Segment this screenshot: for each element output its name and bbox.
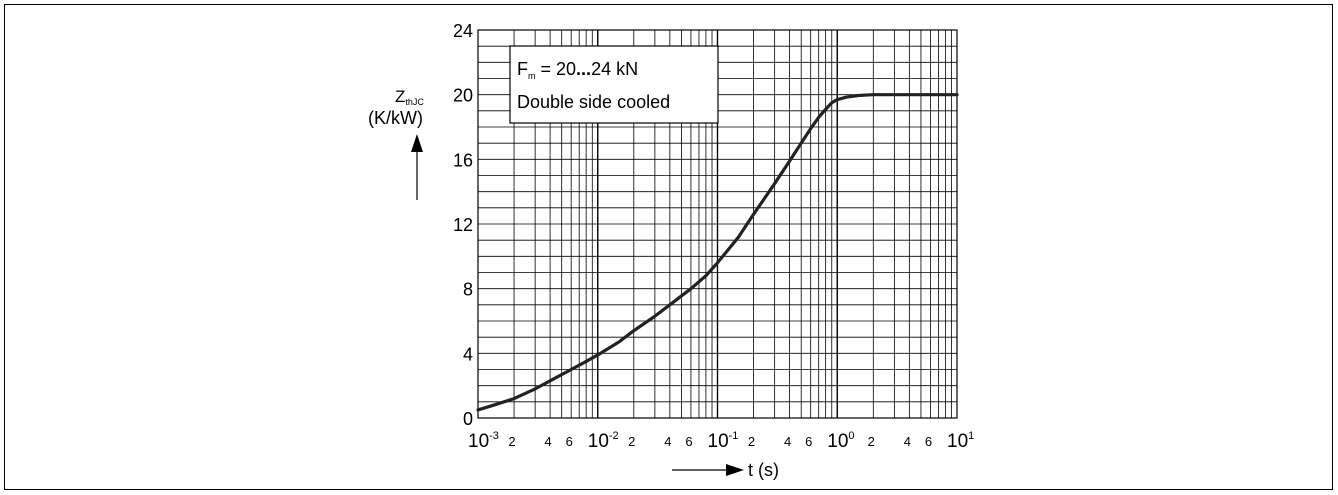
annotation-force-subscript: m bbox=[528, 71, 536, 81]
y-tick-label: 0 bbox=[463, 409, 473, 429]
y-axis-label-main: Z bbox=[395, 87, 405, 106]
x-tick-label: 101 bbox=[947, 430, 974, 452]
y-axis-unit: (K/kW) bbox=[368, 108, 423, 128]
y-axis-arrow bbox=[411, 134, 423, 200]
y-tick-label: 24 bbox=[453, 21, 473, 41]
y-tick-label: 12 bbox=[453, 215, 473, 235]
x-minor-tick-label: 4 bbox=[784, 434, 791, 449]
y-tick-label: 8 bbox=[463, 280, 473, 300]
x-minor-tick-label: 2 bbox=[868, 434, 875, 449]
x-tick-label: 10-2 bbox=[588, 430, 619, 452]
y-tick-label: 4 bbox=[463, 344, 473, 364]
annotation-line1: Fm = 20...24 kN bbox=[517, 59, 638, 81]
annotation-box bbox=[509, 45, 719, 124]
annotation-line2: Double side cooled bbox=[517, 92, 670, 112]
x-minor-tick-label: 6 bbox=[805, 434, 812, 449]
plot-border bbox=[477, 29, 958, 419]
x-minor-tick-label: 4 bbox=[544, 434, 551, 449]
annotation-force-end: 24 kN bbox=[591, 59, 638, 79]
annotation-force-dots: ... bbox=[576, 59, 591, 79]
data-series-line bbox=[476, 93, 959, 412]
x-axis-arrow bbox=[672, 464, 744, 476]
y-axis-label-sub: thJC bbox=[405, 97, 424, 107]
x-minor-tick-label: 6 bbox=[925, 434, 932, 449]
x-minor-tick-label: 2 bbox=[748, 434, 755, 449]
x-minor-tick-label: 6 bbox=[685, 434, 692, 449]
x-axis-label: t (s) bbox=[748, 460, 779, 480]
x-minor-tick-label: 2 bbox=[508, 434, 515, 449]
y-tick-label: 20 bbox=[453, 86, 473, 106]
annotation-force-symbol: F bbox=[517, 59, 528, 79]
x-tick-label: 10-3 bbox=[468, 430, 499, 452]
x-minor-tick-label: 2 bbox=[628, 434, 635, 449]
y-axis-label: ZthJC bbox=[395, 87, 424, 107]
x-minor-tick-label: 6 bbox=[566, 434, 573, 449]
y-tick-label: 16 bbox=[453, 150, 473, 170]
x-tick-label: 100 bbox=[827, 430, 854, 452]
annotation-force-eq: = 20 bbox=[536, 59, 577, 79]
x-minor-tick-label: 4 bbox=[904, 434, 911, 449]
x-tick-label: 10-1 bbox=[708, 430, 739, 452]
x-minor-tick-label: 4 bbox=[664, 434, 671, 449]
